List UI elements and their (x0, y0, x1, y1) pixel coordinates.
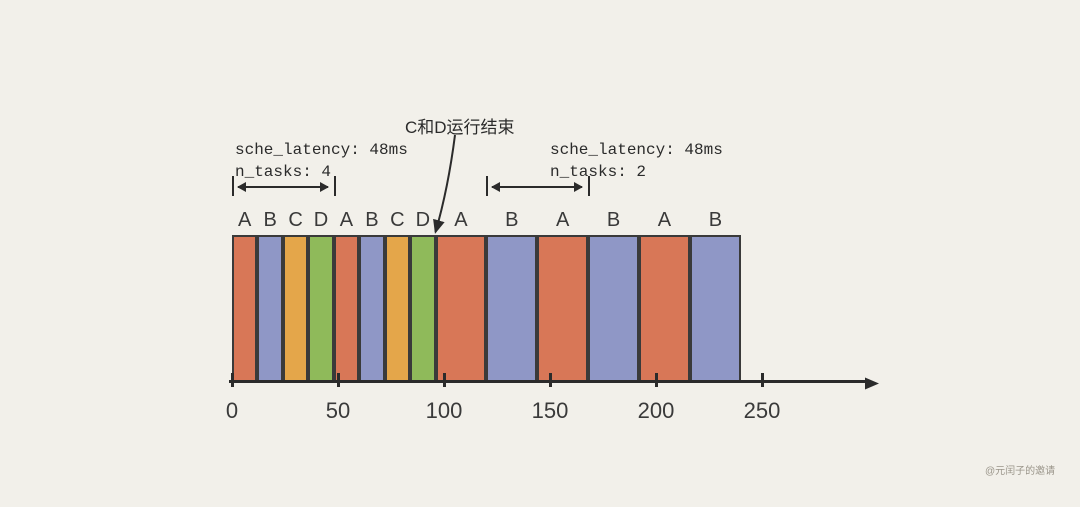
callout-label: C和D运行结束 (405, 113, 515, 138)
bar-task-a (232, 235, 257, 380)
tick-label: 200 (638, 398, 675, 424)
axis-arrowhead (865, 377, 879, 389)
tick-label: 50 (326, 398, 350, 424)
x-axis (229, 380, 865, 383)
bar-task-c (385, 235, 410, 380)
bar-task-b (588, 235, 639, 380)
tick-mark (655, 373, 658, 387)
bar-label: A (340, 209, 353, 232)
diagram-stage: ABCDABCDABABAB050100150200250sche_latenc… (0, 0, 1080, 507)
tick-label: 250 (744, 398, 781, 424)
annotation-left: sche_latency: 48ms n_tasks: 4 (235, 140, 408, 183)
range-mark (232, 176, 234, 196)
range-arrow (238, 186, 328, 188)
tick-label: 100 (426, 398, 463, 424)
bar-label: A (556, 209, 569, 232)
bar-task-b (257, 235, 282, 380)
bar-label: C (288, 209, 302, 232)
bar-task-a (639, 235, 690, 380)
bar-task-d (308, 235, 333, 380)
bar-label: B (709, 209, 722, 232)
annotation-right: sche_latency: 48ms n_tasks: 2 (550, 140, 723, 183)
bar-label: D (314, 209, 328, 232)
bar-label: D (416, 209, 430, 232)
bar-label: B (263, 209, 276, 232)
range-arrow (492, 186, 582, 188)
bar-label: A (238, 209, 251, 232)
bar-label: B (505, 209, 518, 232)
bar-task-a (334, 235, 359, 380)
watermark: @元闰子的邀请 (985, 462, 1055, 477)
bar-task-a (537, 235, 588, 380)
tick-mark (337, 373, 340, 387)
range-mark (588, 176, 590, 196)
tick-mark (761, 373, 764, 387)
range-mark (486, 176, 488, 196)
bar-task-b (486, 235, 537, 380)
range-mark (334, 176, 336, 196)
bar-label: B (607, 209, 620, 232)
bar-task-b (690, 235, 741, 380)
bar-label: A (454, 209, 467, 232)
bar-task-d (410, 235, 435, 380)
tick-mark (231, 373, 234, 387)
bar-task-c (283, 235, 308, 380)
tick-mark (549, 373, 552, 387)
tick-label: 150 (532, 398, 569, 424)
bar-task-b (359, 235, 384, 380)
bar-label: B (365, 209, 378, 232)
bar-task-a (436, 235, 487, 380)
bar-label: A (658, 209, 671, 232)
timeline-bars (232, 235, 741, 380)
tick-label: 0 (226, 398, 238, 424)
bar-label: C (390, 209, 404, 232)
tick-mark (443, 373, 446, 387)
